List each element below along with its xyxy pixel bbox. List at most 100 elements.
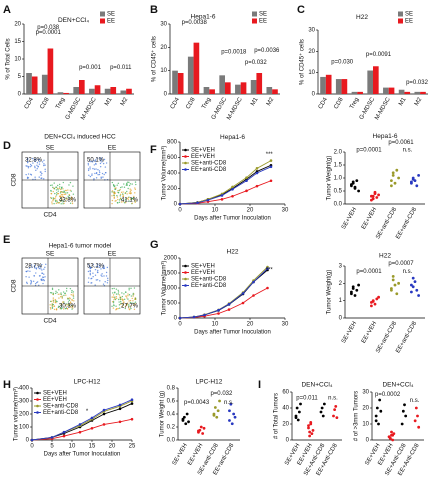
x-tick-label: 0: [178, 322, 182, 328]
flow-event: [60, 292, 62, 294]
dot: [417, 425, 421, 429]
flow-event: [117, 198, 119, 201]
legend-label: SE+VEH: [191, 264, 215, 270]
flow-event: [100, 159, 103, 161]
flow-event: [115, 297, 118, 300]
flow-event: [34, 178, 36, 180]
flow-event: [52, 197, 54, 199]
flow-event: [72, 294, 74, 297]
point: [102, 423, 106, 426]
flow-event: [95, 168, 97, 170]
flow-event: [71, 298, 73, 301]
flow-event: [95, 162, 97, 165]
legend-label: EE+anti-CD8: [43, 410, 79, 416]
flow-event: [117, 307, 119, 310]
y-tick-label: 300: [19, 399, 30, 405]
flow-event: [115, 288, 118, 290]
point: [192, 315, 196, 319]
flow-event: [117, 291, 120, 293]
flow-event: [130, 189, 132, 191]
dot: [373, 190, 377, 194]
dot: [213, 406, 217, 409]
y-tick-label: 20: [362, 406, 369, 412]
flow-event: [45, 263, 47, 266]
flow-event: [30, 165, 33, 167]
flow-event: [89, 274, 92, 276]
bar: [41, 74, 48, 94]
point: [220, 198, 224, 201]
point: [227, 302, 231, 306]
x-tick-label: EE+VEH: [361, 207, 378, 231]
flow-event: [41, 263, 43, 266]
flow-event: [54, 298, 57, 301]
flow-event: [113, 197, 116, 199]
flow-event: [63, 294, 65, 297]
flow-event: [98, 266, 101, 268]
flow-event: [120, 191, 123, 194]
flow-event: [101, 273, 103, 275]
dot: [390, 184, 393, 188]
flow-event: [102, 283, 105, 285]
flow-event: [57, 293, 60, 295]
bar: [383, 87, 389, 94]
flow-event: [103, 266, 105, 268]
flow-event: [49, 291, 52, 294]
y-tick-label: 2.0: [334, 150, 343, 156]
flow-event: [134, 201, 136, 203]
legend-label: EE+anti-CD8: [191, 283, 227, 289]
flow-event: [63, 191, 65, 194]
flow-event: [94, 274, 97, 276]
flow-event: [112, 296, 115, 298]
chart-title: DEN+CCl₄: [58, 17, 89, 24]
bar: [325, 74, 332, 94]
flow-event: [112, 301, 115, 304]
flow-event: [101, 172, 104, 175]
legend-label: SE+anti-CD8: [43, 404, 79, 410]
flow-event: [89, 270, 91, 273]
flow-event: [123, 298, 126, 301]
flow-event: [99, 162, 102, 165]
flow-event: [122, 303, 124, 305]
annotation: n.s.: [224, 400, 234, 406]
flow-event: [127, 187, 129, 190]
dot: [413, 280, 417, 283]
y-tick-label: 0: [286, 438, 290, 444]
flow-event: [134, 187, 136, 189]
flow-event: [60, 196, 62, 198]
y-tick-label: 400: [167, 171, 178, 177]
flow-event: [128, 300, 130, 302]
chart-title: LPC-H12: [74, 378, 101, 385]
legend-label: EE+VEH: [43, 397, 67, 403]
flow-event: [69, 197, 71, 200]
flow-event: [62, 199, 64, 201]
annotation: p=0.0061: [388, 140, 414, 146]
flow-event: [94, 160, 97, 162]
x-tick-label: 30: [282, 208, 289, 214]
dot: [410, 180, 413, 184]
flow-event: [111, 305, 113, 308]
flow-event: [33, 275, 35, 277]
legend-marker: [184, 148, 187, 152]
x-tick-label: SE+VEH: [341, 207, 358, 231]
flow-event: [106, 282, 109, 284]
flow-event: [51, 203, 53, 205]
point: [231, 187, 234, 191]
flow-event: [29, 173, 32, 175]
y-tick-label: 10: [14, 57, 21, 63]
annotation: n.s.: [328, 395, 338, 401]
flow-event: [99, 171, 101, 174]
flow-event: [34, 267, 36, 269]
point: [78, 423, 82, 426]
quadrant-lower: 43.8%: [59, 198, 77, 204]
y-axis-label: Tumor Weight(g): [327, 156, 333, 201]
flow-event: [25, 276, 27, 278]
flow-event: [95, 279, 98, 281]
y-tick-label: 500: [167, 301, 178, 307]
flow-event: [30, 264, 33, 266]
dot: [374, 414, 378, 418]
bar: [335, 79, 342, 94]
flow-event: [131, 197, 133, 200]
x-tick-label: EE+anti-CD8: [395, 206, 418, 240]
flow-event: [43, 178, 45, 180]
point: [178, 202, 182, 206]
